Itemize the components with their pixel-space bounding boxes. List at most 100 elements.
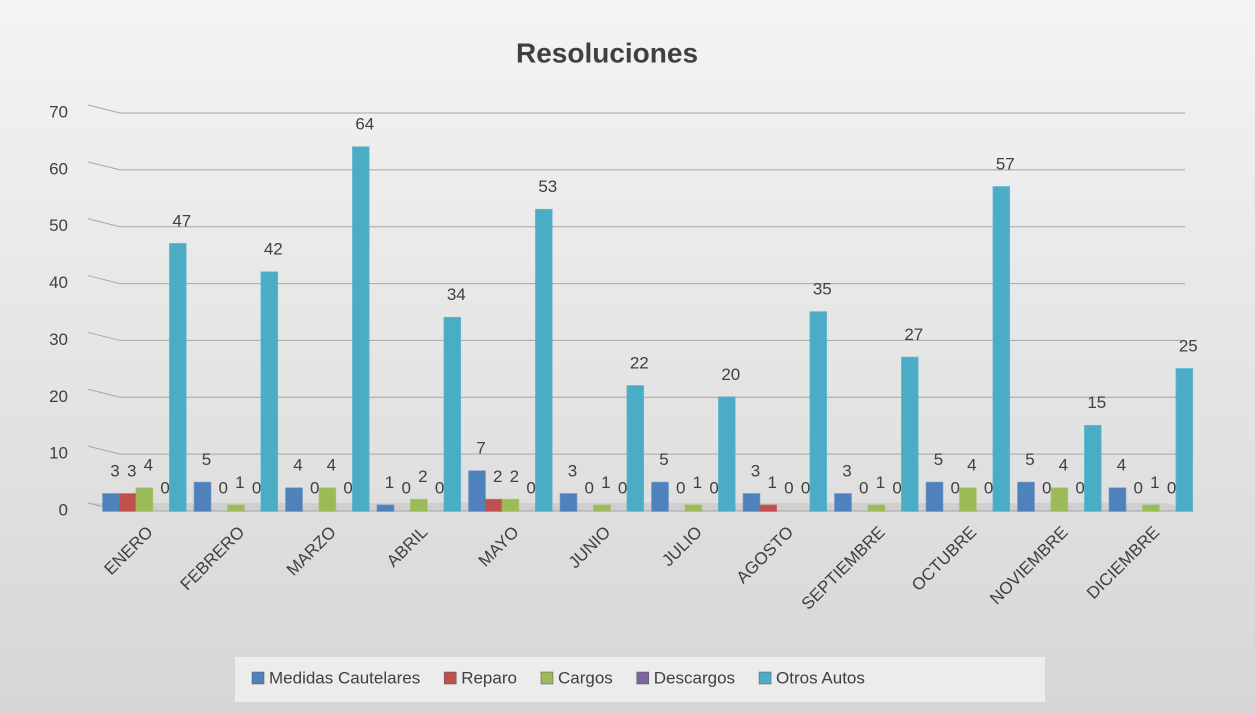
data-label: 0 bbox=[950, 478, 959, 497]
bar bbox=[759, 504, 777, 512]
data-label: 0 bbox=[784, 478, 793, 497]
data-label: 5 bbox=[934, 450, 943, 469]
data-label: 1 bbox=[876, 473, 885, 492]
data-label: 0 bbox=[435, 478, 444, 497]
bar bbox=[169, 243, 187, 512]
y-tick-label: 60 bbox=[49, 159, 68, 178]
data-label: 0 bbox=[401, 478, 410, 497]
bar bbox=[443, 316, 462, 512]
data-label: 0 bbox=[676, 478, 685, 497]
data-label: 0 bbox=[859, 478, 868, 497]
data-label: 0 bbox=[709, 478, 718, 497]
data-label: 0 bbox=[343, 478, 352, 497]
bar bbox=[352, 146, 370, 512]
legend-label: Cargos bbox=[558, 668, 613, 687]
grid-line bbox=[87, 218, 1185, 228]
data-label: 25 bbox=[1179, 336, 1198, 355]
bar bbox=[651, 481, 669, 512]
data-label: 4 bbox=[1059, 456, 1068, 475]
grid-line bbox=[87, 275, 1185, 285]
bar bbox=[410, 498, 428, 512]
data-label: 35 bbox=[813, 279, 832, 298]
data-label: 0 bbox=[526, 478, 535, 497]
bar bbox=[1142, 504, 1160, 512]
data-label: 2 bbox=[510, 467, 519, 486]
data-label: 0 bbox=[984, 478, 993, 497]
data-label: 0 bbox=[160, 478, 169, 497]
y-tick-label: 10 bbox=[49, 444, 68, 463]
data-label: 5 bbox=[1025, 450, 1034, 469]
data-label: 1 bbox=[767, 473, 776, 492]
grid-line bbox=[87, 388, 1185, 398]
y-tick-label: 70 bbox=[49, 102, 68, 121]
data-label: 1 bbox=[601, 473, 610, 492]
data-label: 0 bbox=[618, 478, 627, 497]
grid-line bbox=[87, 104, 1185, 114]
bar bbox=[992, 186, 1011, 512]
data-label: 4 bbox=[967, 456, 976, 475]
bar bbox=[285, 487, 303, 512]
data-label: 3 bbox=[568, 461, 577, 480]
data-label: 3 bbox=[842, 461, 851, 480]
legend-swatch bbox=[443, 671, 457, 685]
bar bbox=[118, 493, 137, 512]
bar bbox=[867, 504, 886, 512]
bar bbox=[318, 487, 337, 512]
y-tick-label: 0 bbox=[59, 500, 68, 519]
legend-label: Descargos bbox=[654, 668, 735, 687]
bar bbox=[102, 493, 120, 512]
legend-label: Medidas Cautelares bbox=[269, 668, 420, 687]
data-label: 2 bbox=[493, 467, 502, 486]
data-label: 3 bbox=[127, 461, 136, 480]
data-label: 0 bbox=[218, 478, 227, 497]
data-label: 3 bbox=[110, 461, 119, 480]
bar bbox=[484, 498, 503, 512]
bar bbox=[376, 504, 395, 512]
data-label: 0 bbox=[1167, 478, 1176, 497]
data-label: 64 bbox=[355, 115, 374, 134]
data-label: 4 bbox=[293, 456, 302, 475]
legend-swatch bbox=[540, 671, 554, 685]
data-label: 5 bbox=[202, 450, 211, 469]
bar bbox=[925, 481, 944, 512]
y-tick-label: 30 bbox=[49, 330, 68, 349]
data-label: 4 bbox=[327, 456, 336, 475]
data-label: 0 bbox=[892, 478, 901, 497]
bar bbox=[260, 271, 279, 512]
y-tick-label: 50 bbox=[49, 216, 68, 235]
data-label: 0 bbox=[1042, 478, 1051, 497]
data-label: 0 bbox=[584, 478, 593, 497]
bar bbox=[1175, 368, 1194, 512]
bar bbox=[501, 498, 520, 512]
data-label: 7 bbox=[476, 439, 485, 458]
data-label: 2 bbox=[418, 467, 427, 486]
data-label: 5 bbox=[659, 450, 668, 469]
bar bbox=[535, 208, 553, 512]
data-label: 3 bbox=[751, 461, 760, 480]
bar bbox=[959, 487, 977, 512]
legend-swatch bbox=[251, 671, 265, 685]
data-label: 53 bbox=[538, 177, 557, 196]
chart-title: Resoluciones bbox=[516, 37, 698, 68]
data-label: 1 bbox=[385, 473, 394, 492]
data-label: 27 bbox=[904, 325, 923, 344]
bar bbox=[135, 487, 154, 512]
data-label: 1 bbox=[693, 473, 702, 492]
grid-line bbox=[87, 445, 1185, 455]
bar bbox=[559, 493, 578, 512]
bar bbox=[468, 470, 486, 512]
legend-label: Reparo bbox=[461, 668, 517, 687]
data-label: 57 bbox=[996, 154, 1015, 173]
y-tick-label: 40 bbox=[49, 273, 68, 292]
data-label: 15 bbox=[1087, 393, 1106, 412]
data-label: 0 bbox=[1133, 478, 1142, 497]
bar bbox=[1050, 487, 1069, 512]
data-label: 4 bbox=[1117, 456, 1126, 475]
data-label: 1 bbox=[1150, 473, 1159, 492]
legend-label: Otros Autos bbox=[776, 668, 865, 687]
data-label: 42 bbox=[264, 240, 283, 259]
legend-swatch bbox=[636, 671, 650, 685]
